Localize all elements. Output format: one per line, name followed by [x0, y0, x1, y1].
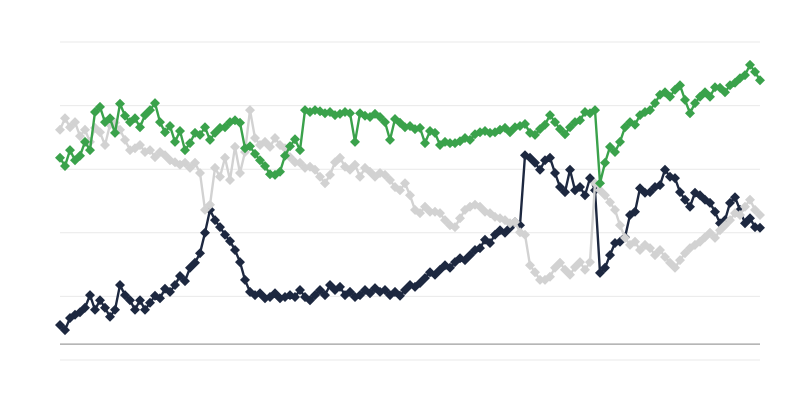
series-dark-navy-markers	[55, 150, 765, 336]
series-green-markers	[55, 59, 765, 189]
series-light-gray-markers	[55, 105, 765, 285]
series-dark-navy-line	[59, 154, 761, 332]
